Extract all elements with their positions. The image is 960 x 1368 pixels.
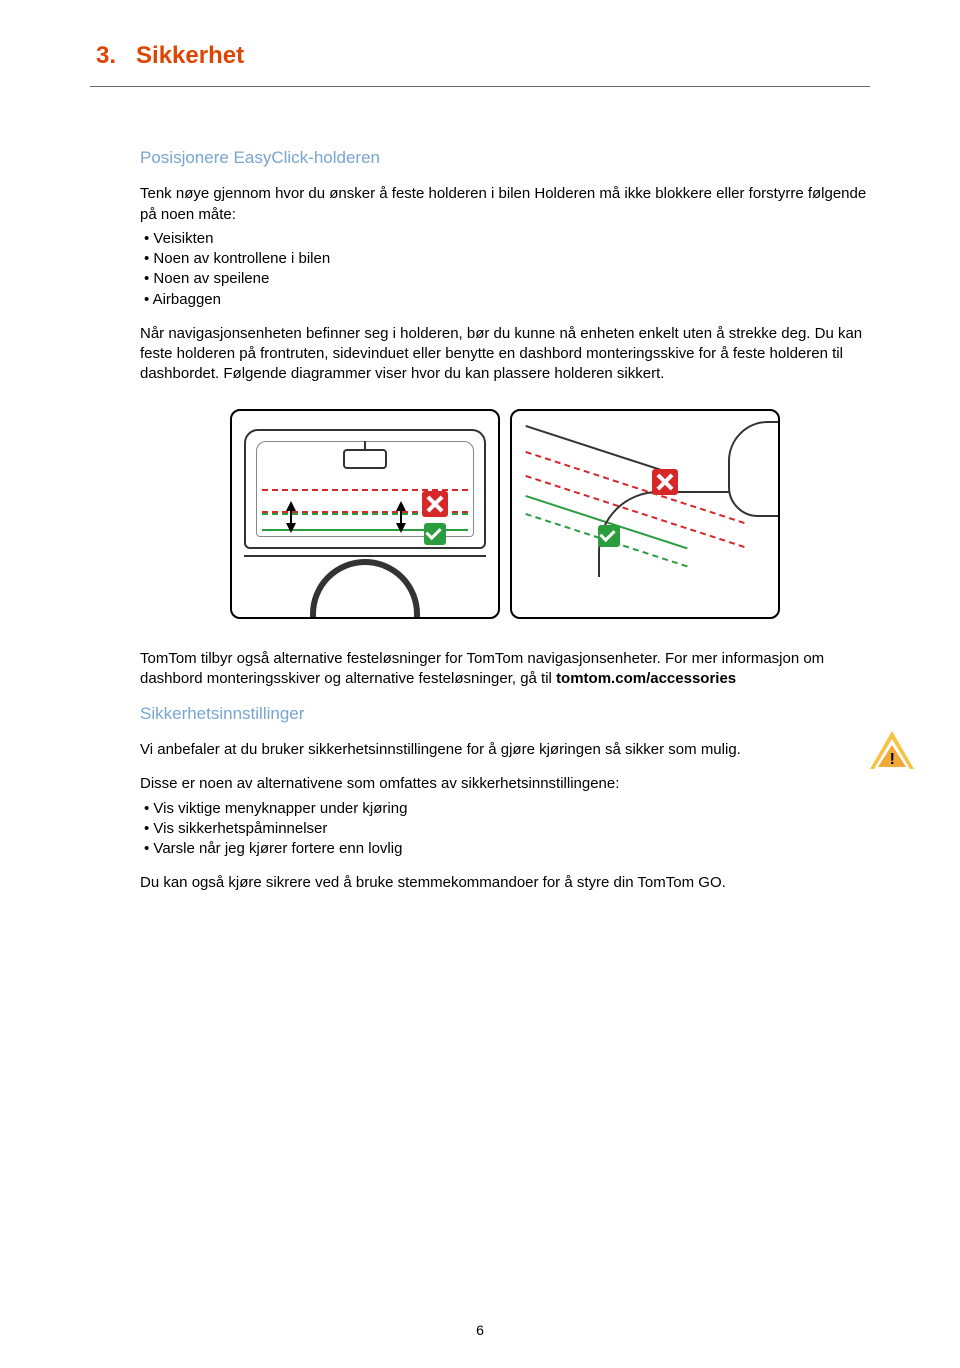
section2-para3: Du kan også kjøre sikrere ved å bruke st…	[140, 873, 870, 893]
cross-icon	[422, 491, 448, 517]
tick-icon	[424, 523, 446, 545]
diagram-front-view	[230, 409, 500, 619]
steering-wheel-icon	[310, 559, 420, 619]
list-item: Varsle når jeg kjører fortere enn lovlig	[144, 839, 870, 859]
chapter-title: Sikkerhet	[136, 42, 244, 69]
list-item: Noen av speilene	[144, 269, 870, 289]
chapter-number: 3.	[96, 42, 116, 69]
section1-heading: Posisjonere EasyClick-holderen	[140, 147, 870, 170]
heading-rule	[90, 86, 870, 87]
diagram-side-view	[510, 409, 780, 619]
list-item: Noen av kontrollene i bilen	[144, 249, 870, 269]
driver-icon	[728, 421, 780, 517]
section1-intro: Tenk nøye gjennom hvor du ønsker å feste…	[140, 184, 870, 225]
section1-para3: TomTom tilbyr også alternative festeløsn…	[140, 649, 870, 690]
accessories-link[interactable]: tomtom.com/accessories	[556, 670, 736, 687]
section1-list: Veisikten Noen av kontrollene i bilen No…	[140, 229, 870, 310]
list-item: Veisikten	[144, 229, 870, 249]
page-number: 6	[0, 1321, 960, 1340]
section2-para2: Disse er noen av alternativene som omfat…	[140, 774, 870, 794]
section1-para2: Når navigasjonsenheten befinner seg i ho…	[140, 324, 870, 385]
tick-icon	[598, 525, 620, 547]
list-item: Vis sikkerhetspåminnelser	[144, 819, 870, 839]
section2-heading: Sikkerhetsinnstillinger	[140, 703, 870, 726]
section2-para1: Vi anbefaler at du bruker sikkerhetsinns…	[140, 740, 870, 760]
list-item: Airbaggen	[144, 290, 870, 310]
cross-icon	[652, 469, 678, 495]
section2-list: Vis viktige menyknapper under kjøring Vi…	[140, 799, 870, 860]
placement-diagrams	[140, 409, 870, 619]
chapter-heading: 3. Sikkerhet	[90, 40, 870, 72]
mirror-icon	[343, 449, 387, 469]
list-item: Vis viktige menyknapper under kjøring	[144, 799, 870, 819]
